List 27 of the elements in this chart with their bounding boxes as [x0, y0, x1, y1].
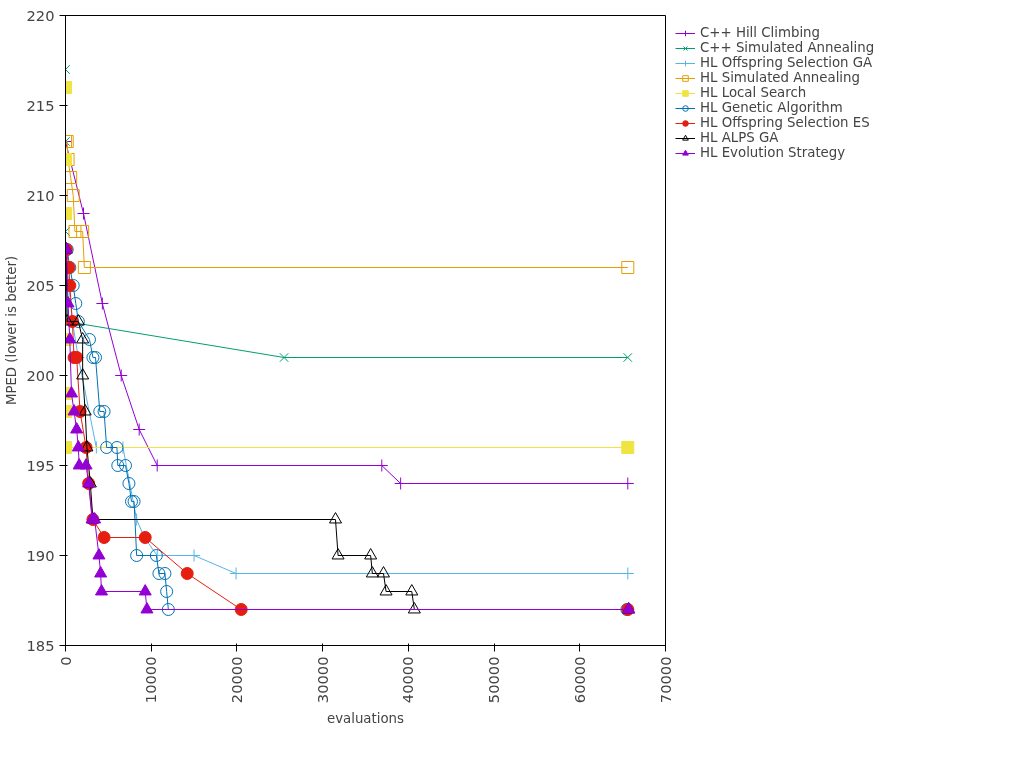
legend-label: C++ Hill Climbing — [700, 25, 821, 40]
legend-label: HL Simulated Annealing — [700, 70, 860, 85]
x-tick-label: 30000 — [313, 656, 331, 704]
legend-label: HL Offspring Selection ES — [700, 115, 870, 130]
y-tick-label: 200 — [26, 366, 55, 384]
y-tick-label: 190 — [26, 546, 55, 564]
legend-label: HL Genetic Algorithm — [700, 100, 843, 115]
legend-label: C++ Simulated Annealing — [700, 40, 875, 55]
y-tick-label: 205 — [26, 276, 55, 294]
legend-label: HL Local Search — [700, 85, 807, 100]
x-tick-label: 20000 — [227, 656, 245, 704]
y-tick-label: 215 — [26, 96, 55, 114]
legend-label: HL ALPS GA — [700, 130, 779, 145]
x-tick-label: 10000 — [142, 656, 160, 704]
x-tick-label: 40000 — [399, 656, 417, 704]
y-tick-label: 220 — [26, 6, 55, 24]
y-tick-label: 195 — [26, 456, 55, 474]
y-tick-label: 210 — [26, 186, 55, 204]
x-tick-label: 50000 — [485, 656, 503, 704]
legend-label: HL Offspring Selection GA — [700, 55, 873, 70]
x-tick-label: 60000 — [570, 656, 588, 704]
x-tick-label: 0 — [56, 656, 74, 666]
x-tick-label: 70000 — [656, 656, 674, 704]
y-tick-label: 185 — [26, 636, 55, 654]
legend-label: HL Evolution Strategy — [700, 145, 846, 160]
y-axis-title: MPED (lower is better) — [3, 255, 19, 406]
x-axis-title: evaluations — [326, 711, 405, 727]
